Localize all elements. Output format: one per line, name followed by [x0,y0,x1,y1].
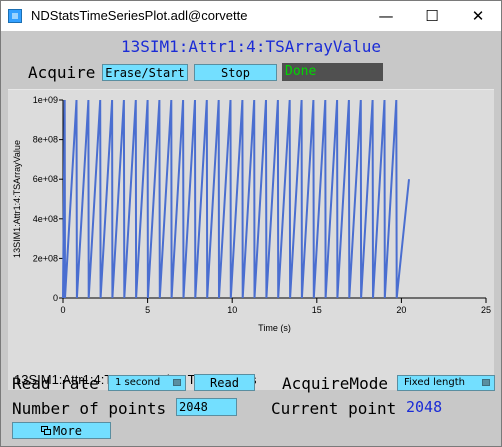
erase-start-button[interactable]: Erase/Start [102,64,188,81]
current-point-label: Current point [271,399,397,418]
acquire-status: Done [282,63,383,81]
time-series-chart: 0 2e+08 4e+08 6e+08 8e+08 1e+09 0 5 10 15 20 25 Ti… [12,95,491,333]
title-bar: NDStatsTimeSeriesPlot.adl@corvette — ☐ ✕ [1,1,501,31]
y-tick-label: 4e+08 [33,214,58,224]
number-of-points-label: Number of points [12,399,167,418]
x-tick-label: 5 [145,305,150,315]
more-button-label: More [53,423,82,438]
x-tick-label: 25 [481,305,491,315]
acquire-label: Acquire [28,63,96,82]
stop-button[interactable]: Stop [194,64,277,81]
plot-frame: 0 2e+08 4e+08 6e+08 8e+08 1e+09 0 5 10 15 20 25 Ti… [8,89,494,390]
read-button[interactable]: Read [194,374,255,391]
y-tick-label: 2e+08 [33,253,58,263]
x-tick-label: 0 [60,305,65,315]
read-rate-value: 1 second [115,377,161,388]
pv-title: 13SIM1:Attr1:4:TSArrayValue [120,37,382,56]
series-line [62,99,410,299]
y-tick-label: 0 [53,293,58,303]
main-content: 13SIM1:Attr1:4:TSArrayValue Acquire Eras… [1,31,501,446]
y-tick-label: 8e+08 [33,135,58,145]
window-icon [41,426,52,435]
minimize-button[interactable]: — [378,7,394,25]
close-button[interactable]: ✕ [471,7,485,25]
window-title: NDStatsTimeSeriesPlot.adl@corvette [31,8,248,23]
y-tick-label: 6e+08 [33,174,58,184]
number-of-points-input[interactable]: 2048 [176,398,237,416]
current-point-value: 2048 [406,398,443,416]
x-tick-label: 15 [312,305,322,315]
acquire-mode-menu[interactable]: Fixed length [397,375,495,391]
acquire-mode-label: AcquireMode [282,374,388,393]
menu-arrow-icon [482,379,490,386]
acquire-mode-value: Fixed length [404,377,465,388]
read-rate-label: Read rate [12,374,99,393]
x-tick-label: 20 [396,305,406,315]
x-tick-label: 10 [227,305,237,315]
y-tick-label: 1e+09 [33,95,58,105]
x-axis-label: Time (s) [258,323,291,333]
maximize-button[interactable]: ☐ [425,7,439,25]
more-button[interactable]: More [12,422,111,439]
menu-arrow-icon [173,379,181,386]
app-icon [8,9,22,23]
read-rate-menu[interactable]: 1 second [108,375,186,391]
y-axis-label: 13SIM1:Attr1:4:TSArrayValue [12,140,22,258]
